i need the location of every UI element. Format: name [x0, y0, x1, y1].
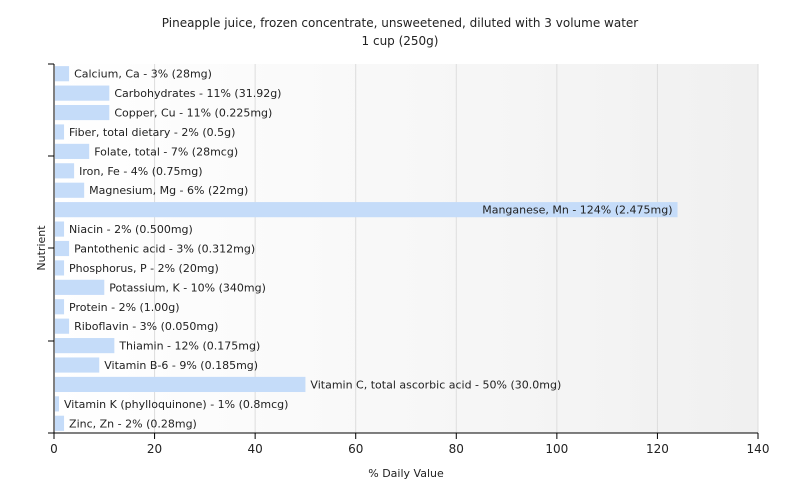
bar-label: Potassium, K - 10% (340mg)	[109, 281, 266, 294]
bar-label: Calcium, Ca - 3% (28mg)	[74, 68, 212, 81]
bar	[55, 66, 70, 82]
bar-label: Magnesium, Mg - 6% (22mg)	[89, 184, 248, 197]
bar-label: Vitamin B-6 - 9% (0.185mg)	[104, 359, 258, 372]
bar	[55, 376, 306, 393]
bar-label: Vitamin C, total ascorbic acid - 50% (30…	[310, 378, 561, 391]
bar	[55, 163, 75, 179]
bar-label: Zinc, Zn - 2% (0.28mg)	[69, 417, 197, 430]
bar-label: Fiber, total dietary - 2% (0.5g)	[69, 126, 235, 139]
bar-labels: Calcium, Ca - 3% (28mg) Carbohydrates - 1…	[64, 68, 673, 431]
grid-lines	[154, 64, 759, 433]
x-tick-label: 100	[545, 442, 568, 456]
x-axis-label: % Daily Value	[368, 467, 444, 480]
x-tick-label: 120	[646, 442, 669, 456]
bar	[55, 318, 70, 334]
bar	[55, 299, 65, 315]
x-tick-label: 140	[747, 442, 770, 456]
bar	[55, 182, 85, 198]
bar-label: Copper, Cu - 11% (0.225mg)	[114, 107, 272, 120]
bar-label: Pantothenic acid - 3% (0.312mg)	[74, 243, 255, 256]
bar	[55, 260, 65, 276]
bar	[55, 221, 65, 237]
bar-label: Riboflavin - 3% (0.050mg)	[74, 320, 218, 333]
bar	[55, 104, 110, 121]
bar	[55, 240, 70, 257]
plot-area	[54, 64, 758, 433]
bar	[55, 202, 678, 218]
x-tick-label: 40	[248, 442, 263, 456]
bar	[55, 357, 100, 373]
x-tick-label: 60	[348, 442, 363, 456]
bar	[55, 124, 65, 140]
bar	[55, 85, 110, 101]
bar-label: Niacin - 2% (0.500mg)	[69, 223, 193, 236]
chart-title: Pineapple juice, frozen concentrate, uns…	[162, 16, 638, 30]
bar-label: Carbohydrates - 11% (31.92g)	[114, 87, 281, 100]
bar-label: Thiamin - 12% (0.175mg)	[118, 340, 260, 353]
bar-label: Manganese, Mn - 124% (2.475mg)	[482, 204, 672, 217]
x-tick-label: 0	[50, 442, 58, 456]
bar-label: Iron, Fe - 4% (0.75mg)	[79, 165, 202, 178]
bar-label: Folate, total - 7% (28mcg)	[94, 145, 238, 158]
bar	[55, 415, 65, 431]
bars	[55, 66, 678, 431]
x-tick-label: 20	[147, 442, 162, 456]
y-axis-label: Nutrient	[35, 225, 48, 271]
bar	[55, 396, 60, 412]
x-ticks: 0 20 40 60 80 100 120 140	[50, 433, 769, 456]
axes	[48, 63, 758, 434]
bar	[55, 279, 105, 295]
bar-label: Protein - 2% (1.00g)	[69, 301, 180, 314]
bar	[55, 143, 90, 159]
chart-subtitle: 1 cup (250g)	[362, 34, 439, 48]
bar	[55, 338, 115, 354]
bar-label: Phosphorus, P - 2% (20mg)	[69, 262, 219, 275]
bar-label: Vitamin K (phylloquinone) - 1% (0.8mcg)	[64, 398, 288, 411]
x-tick-label: 80	[449, 442, 464, 456]
